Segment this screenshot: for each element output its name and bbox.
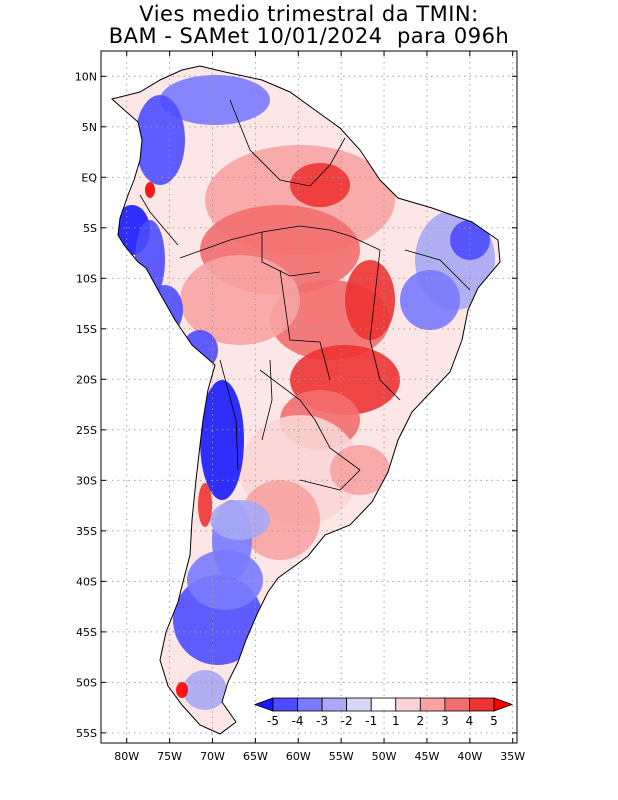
lat-tick-label: 15S	[76, 323, 97, 336]
bias-region	[345, 260, 395, 340]
colorbar-label: 3	[441, 714, 449, 728]
lat-tick-label: 45S	[76, 626, 97, 639]
map-grid	[101, 51, 517, 743]
bias-region	[182, 330, 218, 370]
lat-tick-label: 25S	[76, 424, 97, 437]
colorbar-swatch	[321, 697, 348, 712]
colorbar-label: 2	[417, 714, 425, 728]
colorbar-label: 1	[392, 714, 400, 728]
lat-tick-label: 10S	[76, 272, 97, 285]
lon-tick-label: 50W	[372, 750, 397, 763]
bias-region	[450, 220, 490, 260]
colorbar-label: -4	[292, 714, 304, 728]
colorbar-swatch	[419, 697, 446, 712]
lon-tick-label: 45W	[415, 750, 440, 763]
colorbar-swatch	[272, 697, 298, 712]
map-title-line-1: Vies medio trimestral da TMIN:	[139, 2, 479, 26]
bias-region	[176, 682, 188, 698]
lat-tick-label: 30S	[76, 474, 97, 487]
axis-ticks: 80W 75W 70W 65W 60W 55W 50W 45W 40W 35W 10N 5N EQ 5S 1…	[75, 51, 525, 763]
colorbar-label: -3	[316, 714, 328, 728]
lon-tick-label: 55W	[329, 750, 354, 763]
lon-tick-label: 75W	[157, 750, 182, 763]
lon-tick-label: 65W	[243, 750, 268, 763]
colorbar-low-triangle	[253, 697, 274, 712]
lat-tick-label: 50S	[76, 676, 97, 689]
colorbar-label: -2	[341, 714, 353, 728]
bias-region	[147, 285, 183, 335]
map-title-line-2: BAM - SAMet 10/01/2024 para 096h	[108, 24, 510, 48]
colorbar-swatch	[297, 697, 323, 712]
land-bias-field	[112, 66, 500, 734]
colorbar-label: 5	[490, 714, 498, 728]
bias-region	[290, 163, 350, 207]
colorbar-swatch	[469, 697, 495, 712]
colorbar-swatch	[395, 697, 421, 712]
lon-tick-label: 80W	[114, 750, 139, 763]
lat-tick-label: 55S	[76, 727, 97, 740]
map-frame	[100, 50, 518, 744]
colorbar-high-triangle	[493, 697, 514, 712]
lon-tick-label: 40W	[457, 750, 482, 763]
lat-tick-label: 5S	[83, 222, 97, 235]
colorbar-label: -1	[365, 714, 377, 728]
colorbar-label: 4	[466, 714, 474, 728]
lon-tick-label: 35W	[500, 750, 525, 763]
bias-region	[240, 480, 320, 560]
lon-tick-label: 70W	[200, 750, 225, 763]
bias-region	[198, 483, 212, 527]
colorbar-legend: -5 -4 -3 -2 -1 1 2 3 4 5	[253, 697, 514, 728]
lat-tick-label: 20S	[76, 373, 97, 386]
bias-region	[145, 182, 155, 198]
bias-region	[135, 95, 185, 185]
bias-region	[210, 500, 270, 540]
country-borders	[110, 65, 501, 735]
lat-tick-label: 35S	[76, 525, 97, 538]
lat-tick-label: 5N	[82, 121, 97, 134]
colorbar-swatch	[444, 697, 470, 712]
lat-tick-label: 40S	[76, 575, 97, 588]
lat-tick-label: EQ	[81, 171, 97, 184]
lat-tick-label: 10N	[75, 70, 97, 83]
colorbar-swatch	[346, 697, 372, 712]
bias-region	[187, 550, 263, 610]
bias-region	[400, 270, 460, 330]
bias-region	[183, 670, 227, 710]
bias-region	[160, 75, 270, 125]
colorbar-label: -5	[267, 714, 279, 728]
lon-tick-label: 60W	[286, 750, 311, 763]
bias-region	[180, 255, 300, 345]
colorbar-swatch	[370, 697, 397, 712]
